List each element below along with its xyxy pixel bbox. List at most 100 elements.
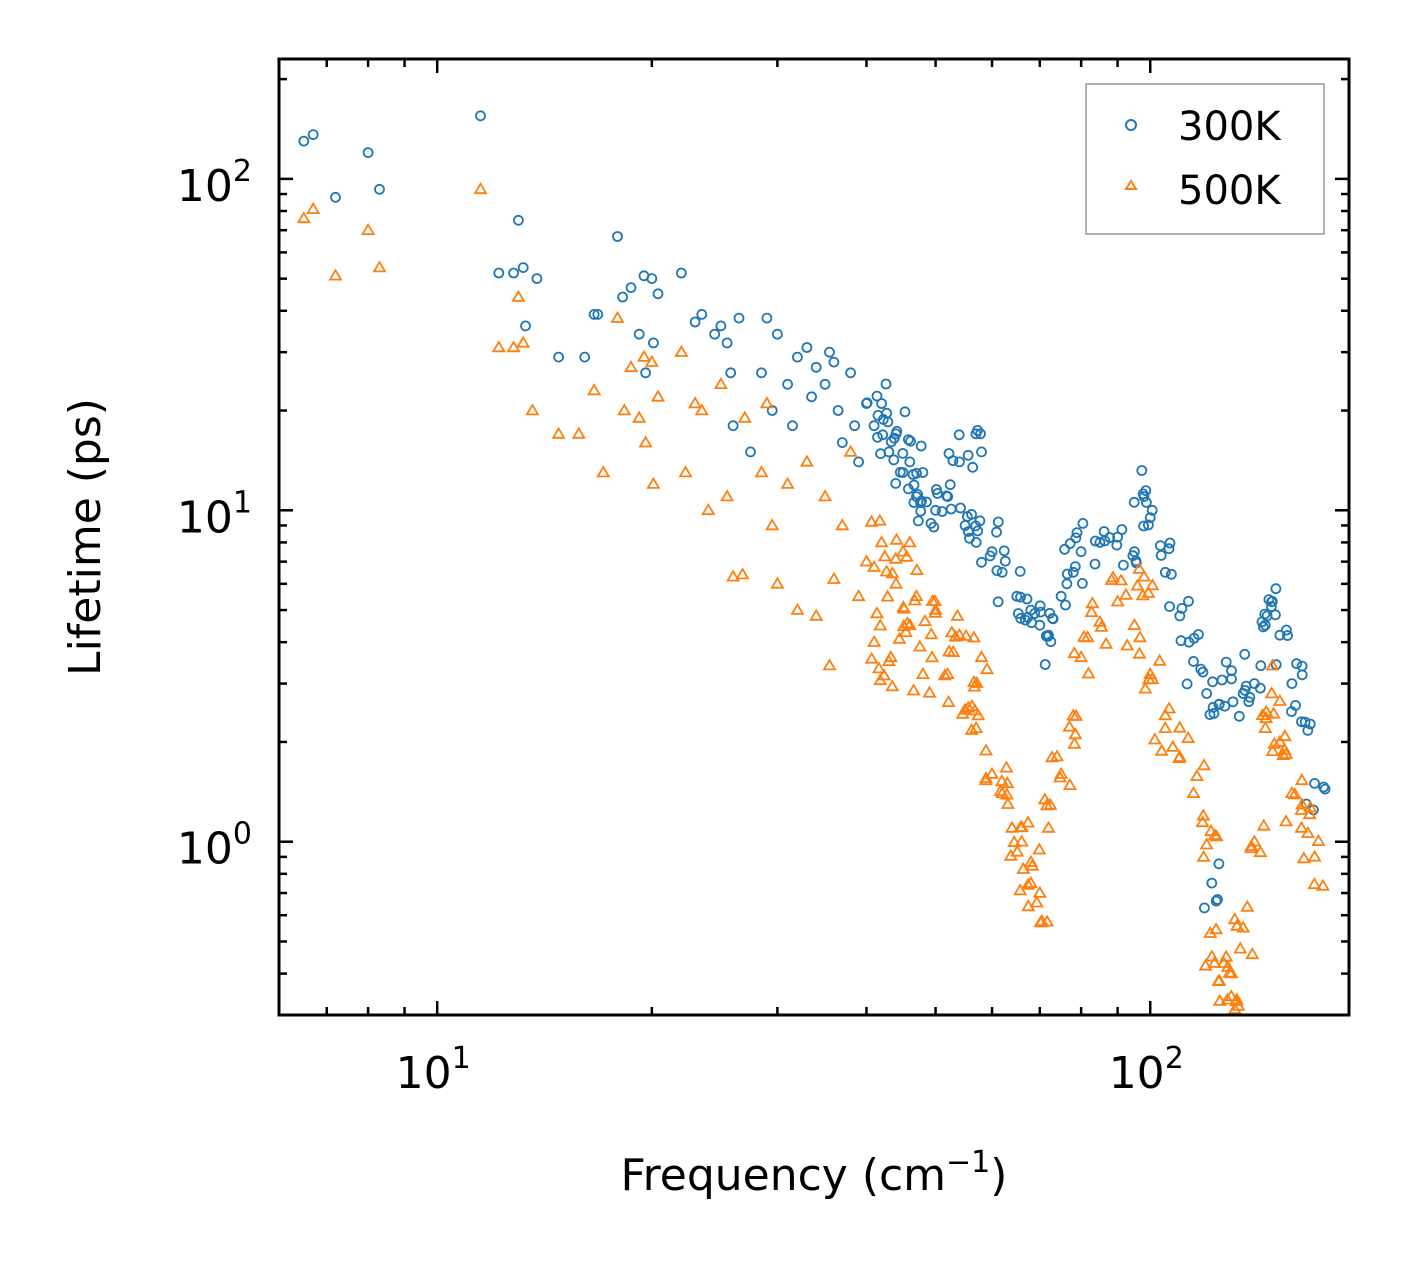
data-point-500k xyxy=(1136,569,1152,582)
data-point-300k xyxy=(1118,559,1129,571)
data-point-500k xyxy=(1196,849,1211,862)
data-point-300k xyxy=(972,525,984,537)
data-point-500k xyxy=(1114,573,1129,586)
data-point-500k xyxy=(1276,748,1291,760)
data-point-500k xyxy=(1141,672,1156,685)
data-point-300k xyxy=(903,434,914,446)
data-point-500k xyxy=(922,685,937,698)
data-point-500k xyxy=(644,354,659,367)
data-point-500k xyxy=(306,201,321,215)
data-point-300k xyxy=(961,511,973,522)
data-point-500k xyxy=(1029,895,1044,908)
data-point-300k xyxy=(877,413,889,425)
data-point-500k xyxy=(1016,861,1031,874)
data-point-300k xyxy=(1111,539,1123,551)
data-point-300k xyxy=(806,391,817,403)
data-point-500k xyxy=(1138,681,1153,694)
data-point-300k xyxy=(984,550,996,562)
data-point-500k xyxy=(966,630,981,643)
data-point-300k xyxy=(725,367,737,379)
data-point-300k xyxy=(871,390,883,402)
data-point-500k xyxy=(873,673,888,686)
data-point-500k xyxy=(1062,719,1077,732)
data-point-300k xyxy=(915,505,927,517)
data-point-500k xyxy=(898,624,913,637)
data-point-500k xyxy=(1211,974,1226,986)
data-point-300k xyxy=(1201,688,1213,699)
data-point-500k xyxy=(859,554,874,567)
data-point-500k xyxy=(941,694,956,707)
data-point-500k xyxy=(646,476,661,489)
data-point-500k xyxy=(790,602,805,615)
data-point-500k xyxy=(1307,877,1322,890)
data-point-500k xyxy=(1099,636,1114,649)
data-point-500k xyxy=(955,706,970,719)
data-point-300k xyxy=(1144,512,1156,524)
data-point-500k xyxy=(899,549,914,562)
x-axis-title: Frequency (cm−1) xyxy=(621,1145,1008,1201)
data-point-300k xyxy=(849,420,860,432)
data-point-500k xyxy=(1020,877,1036,890)
data-point-500k xyxy=(780,476,795,489)
data-point-500k xyxy=(1069,708,1084,721)
data-point-500k xyxy=(701,503,716,515)
data-point-500k xyxy=(1039,798,1054,811)
data-point-500k xyxy=(902,617,917,630)
data-point-500k xyxy=(1172,720,1187,733)
data-point-300k xyxy=(1227,696,1239,708)
data-point-300k xyxy=(1143,519,1154,531)
data-point-300k xyxy=(890,477,902,489)
data-point-300k xyxy=(911,467,922,479)
data-point-300k xyxy=(999,555,1011,567)
data-point-500k xyxy=(978,743,994,756)
data-point-300k xyxy=(998,545,1010,557)
data-point-500k xyxy=(906,683,921,696)
data-point-300k xyxy=(1067,566,1079,578)
data-point-300k xyxy=(1304,718,1316,730)
data-point-300k xyxy=(782,378,793,390)
data-point-300k xyxy=(1291,658,1302,670)
data-point-500k xyxy=(1081,666,1096,679)
data-point-300k xyxy=(880,378,892,390)
data-point-500k xyxy=(1207,955,1222,968)
data-point-300k xyxy=(1220,656,1232,668)
data-point-500k xyxy=(1000,796,1015,809)
data-point-500k xyxy=(889,532,904,545)
data-point-500k xyxy=(1145,578,1160,591)
data-point-300k xyxy=(733,312,745,324)
data-point-300k xyxy=(1266,596,1278,607)
data-point-300k xyxy=(905,435,916,447)
data-point-500k xyxy=(864,651,879,664)
data-point-300k xyxy=(1026,617,1037,629)
data-point-500k xyxy=(610,310,625,323)
data-point-500k xyxy=(928,605,943,618)
data-point-300k xyxy=(1140,485,1152,497)
data-point-300k xyxy=(912,515,924,527)
data-point-300k xyxy=(894,466,906,478)
data-point-500k xyxy=(688,396,703,409)
data-point-500k xyxy=(617,403,632,416)
data-point-300k xyxy=(801,342,813,353)
data-point-500k xyxy=(511,289,526,302)
data-point-500k xyxy=(726,569,741,582)
data-point-300k xyxy=(646,273,658,285)
data-point-500k xyxy=(1204,823,1219,836)
data-point-300k xyxy=(1318,781,1329,793)
data-point-500k xyxy=(754,465,769,478)
data-point-300k xyxy=(1243,696,1255,708)
data-point-500k xyxy=(885,566,900,579)
data-point-500k xyxy=(1224,966,1239,979)
data-point-500k xyxy=(1267,736,1282,749)
data-point-500k xyxy=(1000,776,1015,789)
data-point-300k xyxy=(1286,706,1297,717)
data-point-300k xyxy=(1094,537,1106,548)
data-point-300k xyxy=(928,521,940,533)
data-point-500k xyxy=(1152,653,1167,666)
data-point-500k xyxy=(1130,578,1145,591)
data-point-500k xyxy=(1032,885,1047,898)
data-point-300k xyxy=(1012,608,1024,619)
data-point-300k xyxy=(941,490,952,502)
data-point-300k xyxy=(964,532,975,544)
data-point-300k xyxy=(592,308,604,320)
data-point-500k xyxy=(966,674,982,687)
